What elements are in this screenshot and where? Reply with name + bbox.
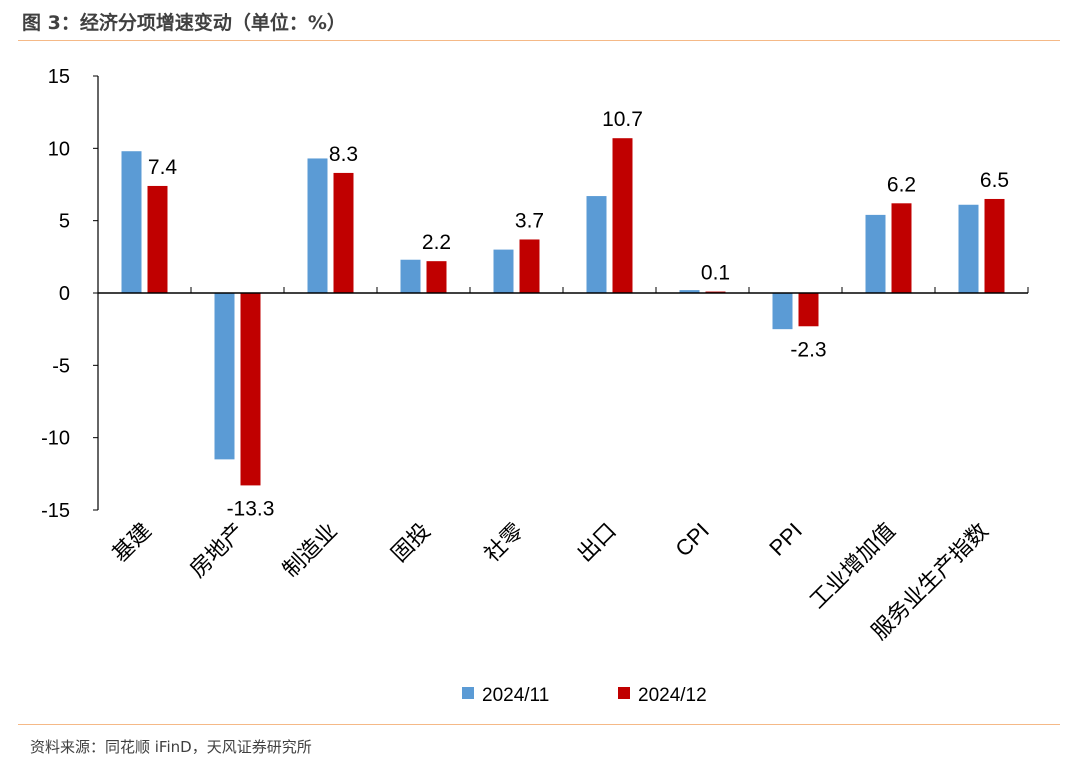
x-tick-label: 固投 (386, 518, 435, 567)
x-tick-label: 制造业 (278, 518, 342, 582)
legend-swatch (462, 687, 474, 699)
x-tick-label: 出口 (572, 518, 621, 567)
x-tick-label: 基建 (107, 518, 156, 567)
y-tick-label: 0 (59, 283, 70, 305)
bottom-divider (18, 724, 1060, 725)
data-label: 6.2 (887, 173, 916, 196)
bar-series1 (772, 293, 793, 330)
data-label: 10.7 (602, 108, 643, 131)
bar-series1 (586, 196, 607, 293)
bar-series2 (426, 261, 447, 293)
y-tick-label: -5 (52, 355, 70, 377)
y-tick-label: 10 (48, 138, 70, 160)
bar-series2 (612, 138, 633, 293)
bar-series2 (240, 293, 261, 486)
x-tick-label: 社零 (479, 518, 528, 567)
bar-series1 (307, 158, 328, 293)
top-divider (18, 40, 1060, 41)
source-note: 资料来源：同花顺 iFinD，天风证券研究所 (30, 738, 312, 756)
chart-title: 图 3：经济分项增速变动（单位：%） (22, 12, 346, 34)
data-label: -2.3 (790, 338, 826, 361)
legend-label: 2024/11 (482, 685, 549, 706)
data-label: 7.4 (148, 156, 178, 179)
x-tick-label: 房地产 (185, 518, 249, 582)
y-tick-label: 15 (48, 66, 70, 88)
legend-swatch (618, 687, 630, 699)
bar-series1 (214, 293, 235, 460)
bar-series2 (984, 198, 1005, 293)
bar-series2 (147, 185, 168, 293)
legend-label: 2024/12 (638, 685, 707, 706)
y-tick-label: 5 (59, 211, 70, 233)
data-label: 3.7 (515, 209, 544, 232)
bar-series2 (798, 293, 819, 327)
data-label: -13.3 (227, 497, 275, 520)
x-tick-label: PPI (764, 518, 807, 561)
bar-series1 (493, 249, 514, 293)
bar-series2 (891, 203, 912, 293)
data-label: 8.3 (329, 143, 358, 166)
bar-series1 (679, 290, 700, 293)
y-tick-label: -15 (41, 500, 70, 522)
bar-series1 (400, 259, 421, 293)
bar-series1 (958, 204, 979, 293)
bar-series2 (333, 172, 354, 293)
y-tick-label: -10 (41, 428, 70, 450)
bar-series2 (519, 239, 540, 293)
bar-series1 (865, 214, 886, 293)
data-label: 2.2 (422, 231, 451, 254)
x-tick-label: 工业增加值 (805, 518, 900, 613)
data-label: 6.5 (980, 169, 1009, 192)
bar-series1 (121, 151, 142, 293)
x-tick-label: CPI (670, 518, 714, 562)
data-label: 0.1 (701, 262, 730, 285)
